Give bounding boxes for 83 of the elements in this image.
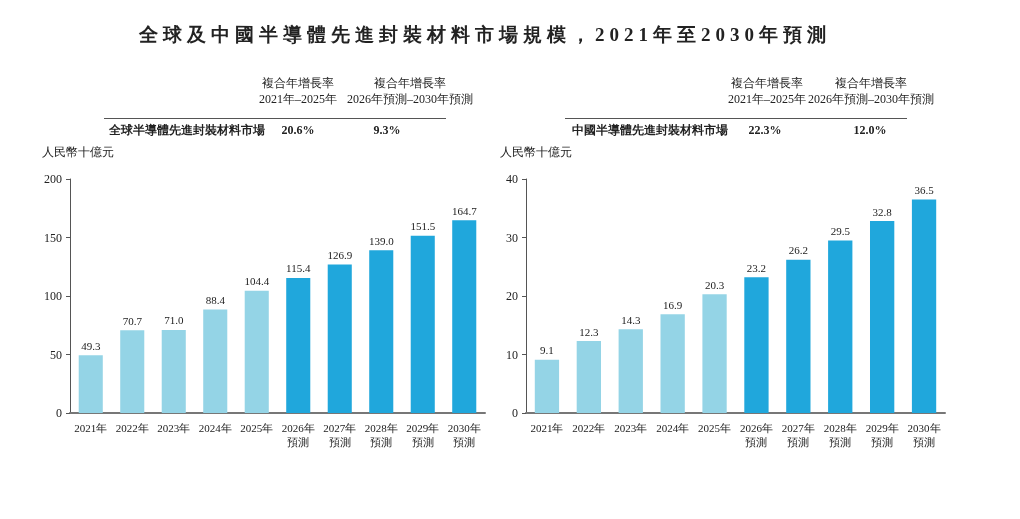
bar [452, 220, 477, 413]
x-tick-label: 2027年預測 [781, 422, 815, 448]
bar [120, 330, 145, 413]
x-tick-label: 2025年 [240, 422, 274, 434]
bar [870, 221, 895, 413]
data-label: 32.8 [872, 205, 893, 218]
x-tick-label: 2026年預測 [281, 422, 315, 448]
x-tick-label: 2024年 [198, 422, 232, 434]
data-label: 139.0 [368, 234, 395, 247]
x-tick-label: 2024年 [656, 422, 690, 434]
data-label: 49.3 [81, 339, 101, 352]
bar [576, 341, 601, 413]
bar [369, 250, 394, 413]
bar [744, 277, 769, 413]
y-tick-label: 50 [50, 347, 62, 362]
bar [78, 355, 103, 413]
x-tick-label: 2023年 [157, 422, 191, 434]
y-tick-label: 10 [506, 347, 518, 362]
y-tick-label: 150 [44, 230, 62, 245]
data-label: 26.2 [788, 244, 808, 257]
bar [534, 359, 560, 413]
data-label: 14.3 [621, 313, 641, 326]
x-tick-label: 2030年預測 [447, 422, 481, 448]
data-label: 164.7 [451, 204, 478, 217]
text: 中國半導體先進封裝材料市場 [572, 122, 728, 138]
bar [702, 294, 727, 413]
x-tick-label: 2028年預測 [364, 422, 398, 448]
text: 22.3% [748, 122, 782, 138]
data-label: 9.1 [540, 344, 554, 357]
text: 複合年增長率 2026年預測–2030年預測 [347, 75, 473, 107]
data-label: 70.7 [122, 314, 143, 327]
x-tick-label: 2030年預測 [907, 422, 941, 448]
y-tick-label: 30 [506, 230, 518, 245]
data-label: 104.4 [244, 275, 270, 288]
x-tick-label: 2026年預測 [739, 422, 773, 448]
y-tick-label: 100 [44, 289, 62, 303]
data-label: 29.5 [830, 224, 851, 237]
data-label: 12.3 [579, 325, 599, 338]
text: 12.0% [853, 122, 887, 138]
x-tick-label: 2029年預測 [865, 422, 899, 448]
text: 全球半導體先進封裝材料市場 [109, 122, 265, 138]
bar [161, 329, 186, 413]
bar [244, 290, 269, 413]
bar [786, 259, 811, 413]
y-tick-label: 40 [506, 172, 518, 186]
bar [660, 314, 685, 413]
text: 複合年增長率 2021年–2025年 [728, 75, 806, 107]
x-tick-label: 2021年 [74, 422, 108, 434]
x-tick-label: 2025年 [698, 422, 732, 434]
data-label: 71.0 [164, 314, 184, 327]
y-axis-title: 人民幣十億元 [42, 144, 114, 161]
y-tick-label: 200 [44, 172, 62, 186]
data-label: 23.2 [746, 261, 767, 274]
y-tick-label: 0 [512, 406, 518, 420]
data-label: 115.4 [286, 262, 311, 275]
bar [911, 199, 937, 413]
bar [327, 264, 352, 413]
x-tick-label: 2021年 [530, 422, 564, 434]
data-label: 151.5 [410, 220, 436, 233]
data-label: 126.9 [327, 249, 353, 262]
chart-title: 全球及中國半導體先進封裝材料市場規模，2021年至2030年預測 [138, 23, 832, 47]
y-axis-title: 人民幣十億元 [500, 144, 572, 161]
text: 複合年增長率 2021年–2025年 [259, 75, 337, 107]
y-tick-label: 0 [56, 406, 62, 420]
x-tick-label: 2022年 [115, 422, 149, 434]
data-label: 16.9 [663, 298, 683, 311]
x-tick-label: 2022年 [572, 422, 606, 434]
x-tick-label: 2029年預測 [406, 422, 440, 448]
bar [203, 309, 228, 413]
data-label: 20.3 [704, 278, 725, 291]
bar [828, 240, 853, 413]
bar [286, 277, 311, 413]
bar [618, 329, 643, 413]
y-tick-label: 20 [506, 289, 518, 303]
text: 20.6% [281, 122, 315, 138]
data-label: 88.4 [205, 294, 226, 307]
text: 複合年增長率 2026年預測–2030年預測 [808, 75, 934, 107]
text: 9.3% [373, 122, 401, 138]
x-tick-label: 2023年 [614, 422, 648, 434]
data-label: 36.5 [914, 183, 935, 196]
x-tick-label: 2028年預測 [823, 422, 857, 448]
x-tick-label: 2027年預測 [323, 422, 357, 448]
bar [410, 235, 435, 413]
